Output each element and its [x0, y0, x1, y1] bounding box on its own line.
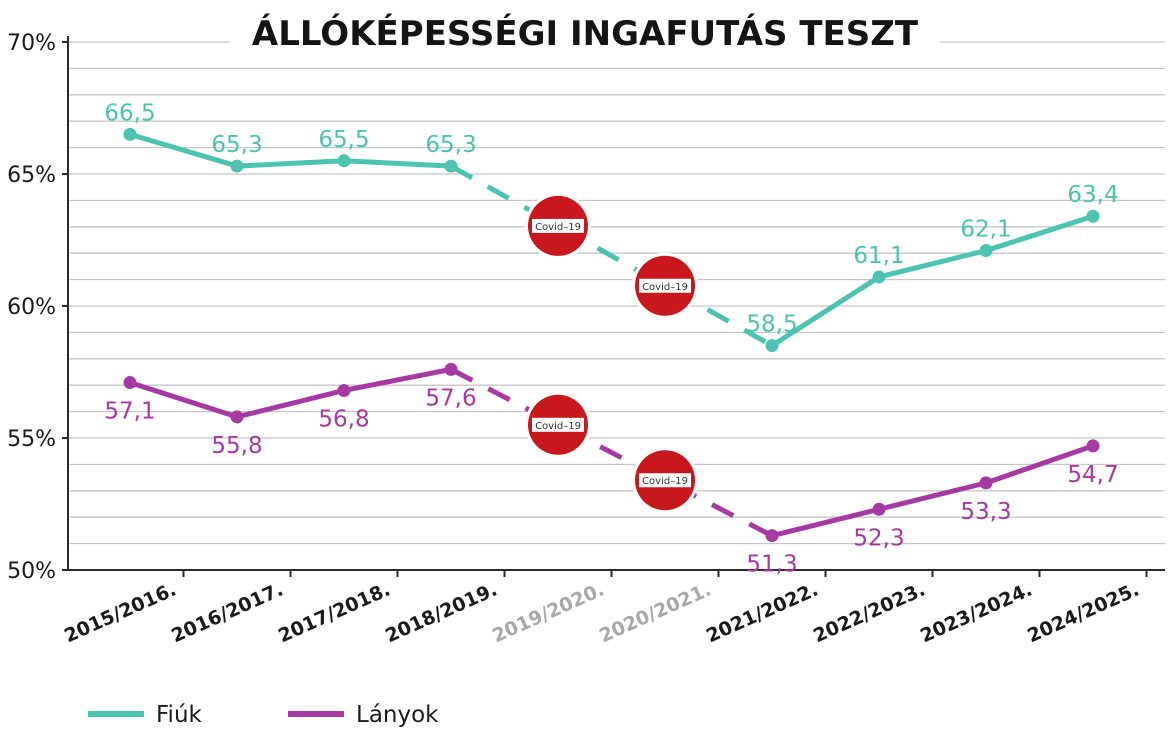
covid-label: Covid–19 [535, 222, 581, 233]
x-tick-label: 2016/2017. [168, 578, 287, 647]
data-point [123, 376, 137, 390]
dashed-gap-line [449, 367, 774, 538]
covid-label: Covid–19 [642, 282, 688, 293]
series-line-lanyok [771, 443, 1094, 539]
data-point [337, 154, 351, 168]
y-tick-label: 60% [7, 295, 56, 320]
data-point [765, 529, 779, 543]
data-point [444, 159, 458, 173]
data-label: 55,8 [211, 433, 262, 459]
no-entry-sign-icon: Covid–19 [632, 252, 698, 319]
covid-label: Covid–19 [535, 421, 581, 432]
legend-label: Lányok [356, 702, 439, 728]
covid-sign-bar [532, 218, 584, 233]
data-label: 61,1 [853, 243, 904, 269]
data-point [230, 159, 244, 173]
data-label: 54,7 [1067, 462, 1118, 488]
data-label: 57,6 [425, 385, 476, 411]
data-label: 58,5 [746, 312, 797, 338]
data-label: 56,8 [318, 406, 369, 432]
data-point [444, 362, 458, 376]
dashed-gap-line [449, 163, 774, 348]
legend-label: Fiúk [156, 702, 203, 728]
axes: 50% 55% 60% 65% 70% 2015/2016.2016/2017.2017/… [7, 31, 1165, 647]
data-label: 66,5 [104, 100, 155, 126]
y-tick-label: 65% [7, 163, 56, 188]
data-point [1086, 209, 1100, 223]
data-point [979, 476, 993, 490]
x-tick-label: 2021/2022. [703, 578, 822, 647]
x-tick-label: 2019/2020. [489, 578, 608, 647]
covid-sign-bar [639, 473, 691, 488]
series-line-fiuk [770, 213, 1094, 348]
covid-sign-bar [639, 278, 691, 293]
title-background [230, 8, 940, 60]
y-tick-label: 50% [7, 559, 56, 584]
data-point [1086, 439, 1100, 453]
data-point [123, 127, 137, 141]
data-point [765, 339, 779, 353]
y-tick-label: 70% [7, 31, 56, 56]
covid-annotations: Covid–19 Covid–19 Covid–19 Covid–19 [525, 192, 698, 514]
no-entry-sign-icon: Covid–19 [632, 447, 698, 514]
x-tick-label: 2017/2018. [275, 578, 394, 647]
data-point [872, 270, 886, 284]
series-line-lanyok [129, 366, 452, 420]
data-label: 65,3 [211, 132, 262, 158]
series [123, 127, 1100, 543]
data-point [337, 383, 351, 397]
data-label: 51,3 [746, 552, 797, 578]
x-tick-label: 2018/2019. [382, 578, 501, 647]
legend: Fiúk Lányok [88, 702, 439, 728]
data-label: 53,3 [960, 499, 1011, 525]
chart-title: ÁLLÓKÉPESSÉGI INGAFUTÁS TESZT [252, 13, 919, 54]
data-label: 62,1 [960, 217, 1011, 243]
x-tick-label: 2023/2024. [917, 578, 1036, 647]
data-label: 65,5 [318, 127, 369, 153]
data-label: 57,1 [104, 399, 155, 425]
covid-label: Covid–19 [642, 476, 688, 487]
data-label: 52,3 [853, 525, 904, 551]
covid-sign-bar [532, 417, 584, 432]
data-point [872, 502, 886, 516]
x-tick-label: 2022/2023. [810, 578, 929, 647]
data-label: 65,3 [425, 132, 476, 158]
x-tick-label: 2024/2025. [1024, 578, 1143, 647]
no-entry-sign-icon: Covid–19 [525, 391, 591, 458]
y-tick-label: 55% [7, 427, 56, 452]
x-tick-label: 2020/2021. [596, 578, 715, 647]
grid [68, 41, 1165, 545]
series-line-fiuk [129, 132, 452, 169]
x-tick-label: 2015/2016. [61, 578, 180, 647]
data-point [979, 244, 993, 258]
data-point [230, 410, 244, 424]
data-labels: 66,5 65,3 65,5 65,3 58,5 61,1 62,1 63,4 57,1 55,8… [104, 100, 1118, 577]
no-entry-sign-icon: Covid–19 [525, 192, 591, 259]
title-group: ÁLLÓKÉPESSÉGI INGAFUTÁS TESZT [230, 8, 940, 60]
data-label: 63,4 [1067, 182, 1118, 208]
